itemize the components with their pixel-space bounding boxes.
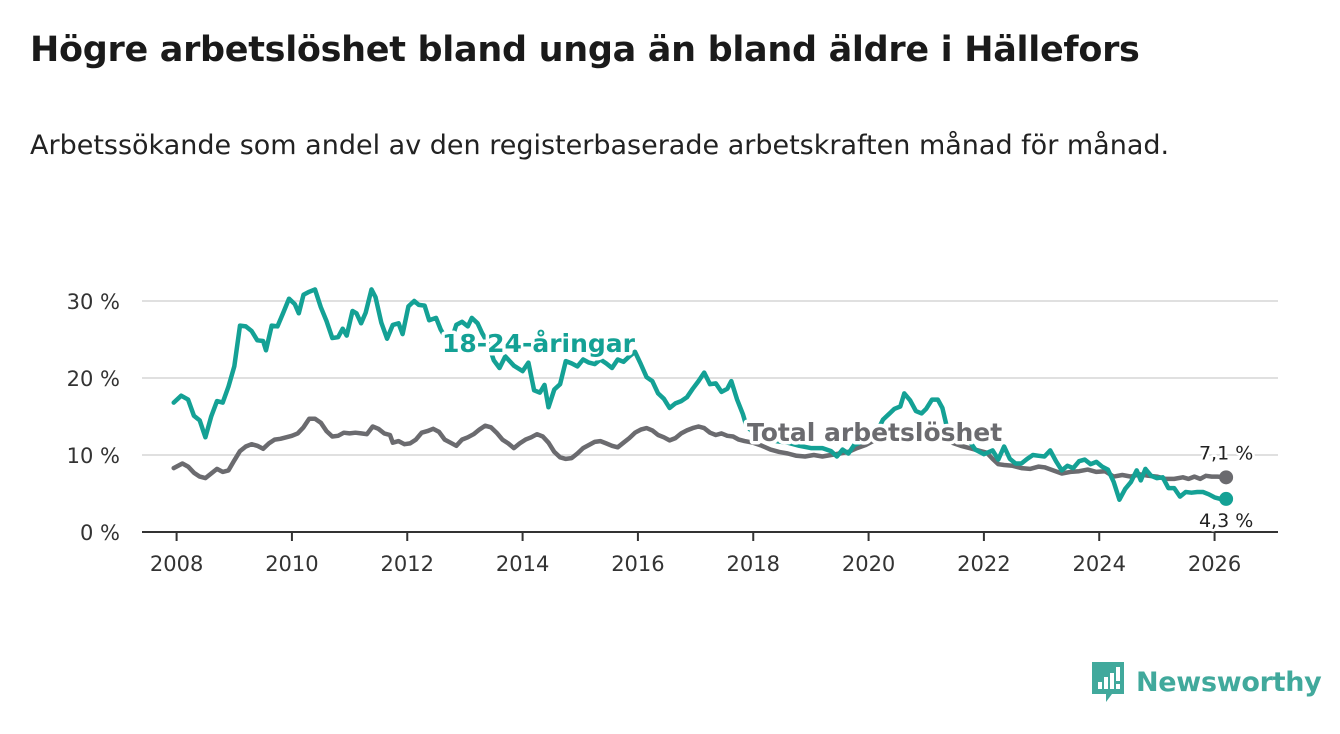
series-line-total <box>171 416 1229 482</box>
x-tick-label: 2024 <box>1073 552 1126 576</box>
x-tick-label: 2010 <box>265 552 318 576</box>
brand-name: Newsworthy <box>1136 666 1322 698</box>
end-dot-youth <box>1219 491 1234 506</box>
series-line-youth <box>171 287 1229 502</box>
x-tick-label: 2014 <box>496 552 549 576</box>
series-label-total: Total arbetslöshet <box>747 418 1002 447</box>
axis-layer: 0 % 10 % 20 % 30 % 2008 2010 2012 2014 2016 2018 2… <box>67 290 1278 576</box>
newsworthy-logo-icon <box>1092 662 1124 702</box>
end-dot-total <box>1219 470 1234 485</box>
y-tick-label: 0 % <box>80 521 120 545</box>
y-tick-label: 30 % <box>67 290 120 314</box>
y-tick-label: 20 % <box>67 367 120 391</box>
x-tick-label: 2012 <box>381 552 434 576</box>
end-label-total: 7,1 % <box>1199 442 1253 464</box>
series-label-youth: 18-24-åringar <box>442 329 636 358</box>
end-label-youth: 4,3 % <box>1199 510 1253 532</box>
y-tick-label: 10 % <box>67 444 120 468</box>
grid-layer <box>142 300 1278 456</box>
chart-title: Högre arbetslöshet bland unga än bland ä… <box>30 30 1140 70</box>
x-tick-label: 2026 <box>1188 552 1241 576</box>
x-tick-label: 2008 <box>150 552 203 576</box>
series-layer <box>171 287 1234 506</box>
x-tick-label: 2018 <box>727 552 780 576</box>
label-layer: 18-24-åringar Total arbetslöshet 7,1 % 4,3 … <box>439 326 1256 535</box>
x-tick-label: 2016 <box>611 552 664 576</box>
x-tick-label: 2022 <box>957 552 1010 576</box>
chart-subtitle: Arbetssökande som andel av den registerb… <box>30 130 1170 161</box>
brand-logo: Newsworthy <box>1090 660 1322 704</box>
x-tick-label: 2020 <box>842 552 895 576</box>
